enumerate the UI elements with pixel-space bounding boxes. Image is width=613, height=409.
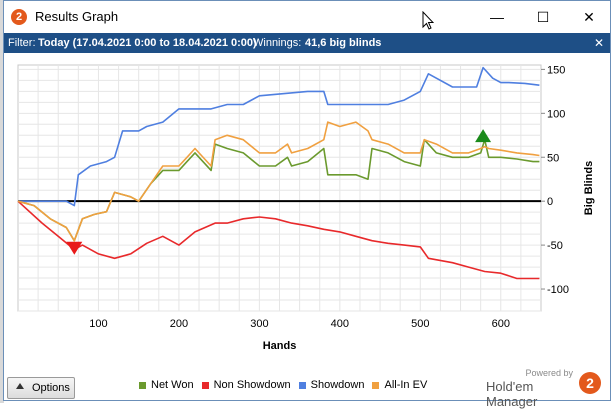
legend-label: Non Showdown	[213, 379, 291, 391]
legend-item-net-won[interactable]: Net Won	[139, 379, 194, 391]
x-tick-label: 300	[250, 318, 268, 330]
winnings-value: 41,6 big blinds	[305, 37, 382, 49]
filter-close-icon[interactable]: ✕	[593, 36, 604, 50]
results-graph-window: 2 Results Graph — ☐ ✕ Filter: Today (17.…	[3, 0, 611, 409]
hm2-brand-logo-icon: 2	[579, 372, 601, 394]
filter-label: Filter:	[8, 37, 36, 49]
legend-swatch	[139, 381, 146, 389]
legend-item-showdown[interactable]: Showdown	[298, 379, 365, 391]
chart-legend: Net Won Non Showdown Showdown All-In EV	[139, 379, 435, 391]
title-bar: 2 Results Graph — ☐ ✕	[4, 1, 610, 33]
filter-bar: Filter: Today (17.04.2021 0:00 to 18.04.…	[4, 33, 610, 53]
results-chart: 100 200 300 400 500 600150100500-50-100HandsB…	[17, 64, 595, 352]
powered-by-text: Powered by	[525, 368, 573, 378]
series-line-all-in-ev	[17, 121, 540, 242]
maximize-button[interactable]: ☐	[536, 9, 550, 25]
min-marker	[66, 241, 83, 255]
legend-swatch	[201, 381, 209, 389]
x-tick-label: 500	[411, 318, 429, 330]
y-tick-label: -50	[547, 240, 563, 252]
legend-label: All-In EV	[384, 379, 428, 391]
legend-item-all-in-ev[interactable]: All-In EV	[372, 379, 427, 391]
background-window-edge	[0, 0, 4, 403]
mouse-cursor-icon	[422, 11, 434, 30]
legend-swatch	[372, 381, 380, 389]
winnings-label: Winnings:	[253, 37, 302, 49]
y-tick-label: 100	[547, 108, 565, 120]
y-axis-label: Big Blinds	[583, 161, 595, 215]
legend-label: Net Won	[151, 379, 194, 391]
options-button[interactable]: Options	[7, 377, 75, 399]
window-title: Results Graph	[35, 9, 119, 24]
filter-value: Today (17.04.2021 0:00 to 18.04.2021 0:0…	[38, 37, 257, 49]
x-axis-label: Hands	[263, 340, 297, 352]
y-tick-label: 150	[547, 64, 565, 76]
x-tick-label: 600	[492, 318, 510, 330]
minimize-button[interactable]: —	[490, 9, 504, 25]
max-marker	[475, 129, 492, 143]
brand-logo-area: Powered by Hold'em Manager 2	[486, 368, 601, 409]
hm2-logo-icon: 2	[11, 9, 27, 25]
x-tick-label: 400	[331, 318, 349, 330]
brand-name: Hold'em Manager	[486, 379, 538, 409]
legend-swatch	[298, 381, 306, 389]
legend-item-non-showdown[interactable]: Non Showdown	[201, 379, 291, 391]
legend-label: Showdown	[310, 379, 365, 391]
close-button[interactable]: ✕	[583, 9, 595, 25]
caret-up-icon	[16, 383, 24, 389]
series-line-non-showdown	[17, 200, 540, 280]
y-tick-label: 0	[547, 196, 553, 208]
options-button-label: Options	[32, 382, 70, 394]
series-line-showdown	[18, 66, 540, 207]
x-tick-label: 100	[89, 318, 107, 330]
y-tick-label: -100	[547, 284, 569, 296]
x-tick-label: 200	[170, 318, 188, 330]
y-tick-label: 50	[547, 152, 559, 164]
